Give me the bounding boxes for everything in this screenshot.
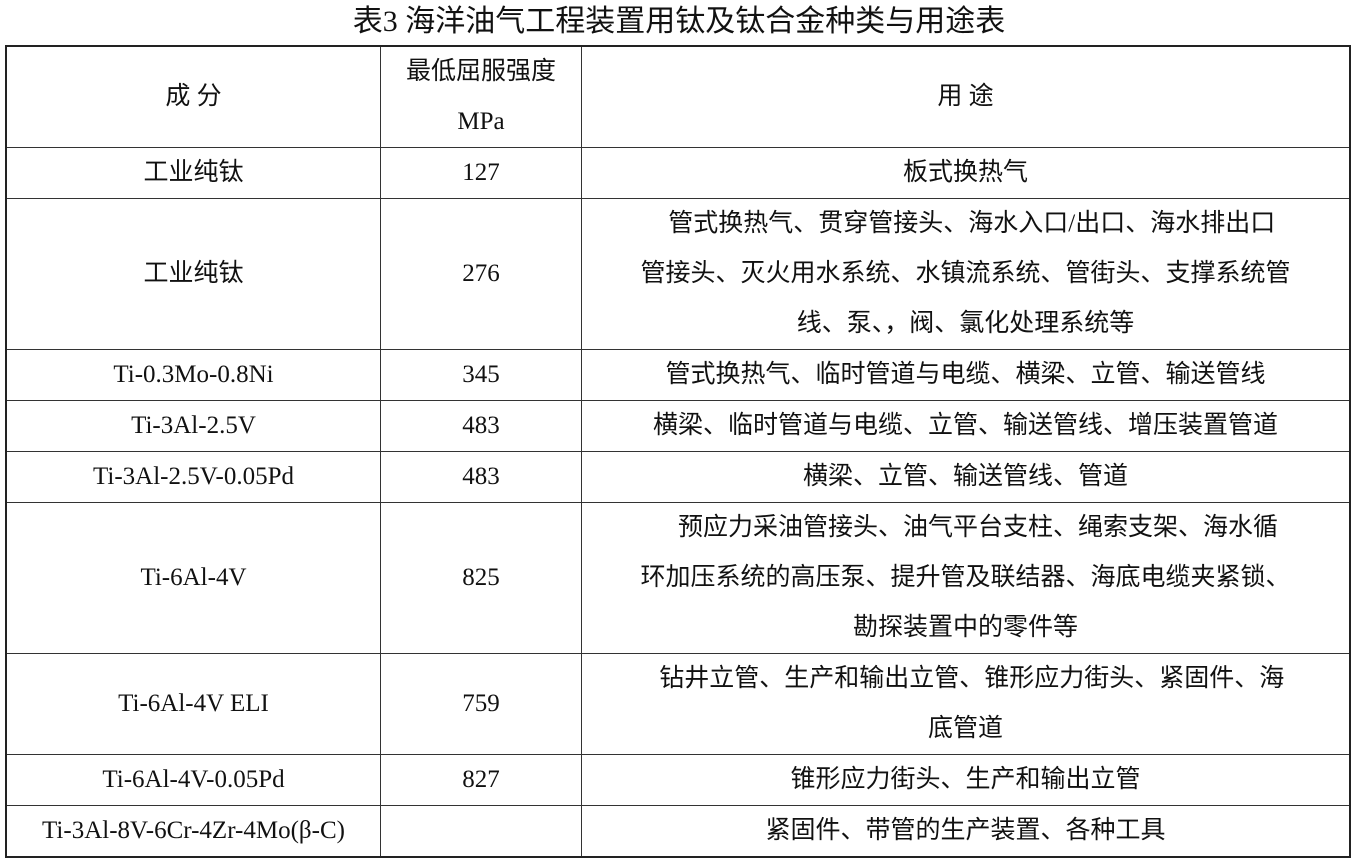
header-strength-unit: MPa (457, 108, 505, 135)
header-strength: 最低屈服强度 MPa (380, 45, 582, 148)
usage-cell: 预应力采油管接头、油气平台支柱、绳索支架、海水循 环加压系统的高压泵、提升管及联结… (581, 502, 1351, 654)
titanium-alloy-table: 成 分 最低屈服强度 MPa 用 途 工业纯钛 127 板式换热气 工业纯钛 276 管… (5, 45, 1351, 858)
table-title: 表3 海洋油气工程装置用钛及钛合金种类与用途表 (352, 5, 1006, 38)
composition-cell: Ti-6Al-4V (5, 502, 381, 654)
composition-cell: Ti-6Al-4V ELI (5, 653, 381, 755)
table-row: Ti-6Al-4V-0.05Pd 827 锥形应力街头、生产和输出立管 (5, 754, 1351, 806)
strength-cell: 825 (380, 502, 582, 654)
composition-cell: Ti-3Al-2.5V-0.05Pd (5, 451, 381, 503)
usage-cell: 紧固件、带管的生产装置、各种工具 (581, 805, 1351, 858)
strength-cell: 276 (380, 198, 582, 350)
usage-line: 横梁、立管、输送管线、管道 (802, 463, 1128, 490)
usage-cell: 管式换热气、临时管道与电缆、横梁、立管、输送管线 (581, 349, 1351, 401)
composition-cell: Ti-6Al-4V-0.05Pd (5, 754, 381, 806)
usage-cell: 横梁、临时管道与电缆、立管、输送管线、增压装置管道 (581, 400, 1351, 452)
table-row: Ti-3Al-2.5V 483 横梁、临时管道与电缆、立管、输送管线、增压装置管道 (5, 400, 1351, 452)
usage-line: 管式换热气、贯穿管接头、海水入口/出口、海水排出口 (655, 210, 1276, 237)
composition-cell: 工业纯钛 (5, 198, 381, 350)
usage-line: 板式换热气 (902, 159, 1028, 186)
usage-line: 横梁、临时管道与电缆、立管、输送管线、增压装置管道 (652, 412, 1278, 439)
table-row: Ti-6Al-4V ELI 759 钻井立管、生产和输出立管、锥形应力街头、紧固件… (5, 653, 1351, 755)
strength-cell (380, 805, 582, 858)
table-header-row: 成 分 最低屈服强度 MPa 用 途 (5, 45, 1351, 148)
usage-line: 预应力采油管接头、油气平台支柱、绳索支架、海水循 (652, 514, 1278, 541)
strength-cell: 127 (380, 147, 582, 199)
composition-cell: Ti-3Al-8V-6Cr-4Zr-4Mo(β-C) (5, 805, 381, 858)
table-row: Ti-3Al-2.5V-0.05Pd 483 横梁、立管、输送管线、管道 (5, 451, 1351, 503)
header-usage: 用 途 (581, 45, 1351, 148)
usage-cell: 钻井立管、生产和输出立管、锥形应力街头、紧固件、海 底管道 (581, 653, 1351, 755)
composition-cell: 工业纯钛 (5, 147, 381, 199)
strength-cell: 483 (380, 400, 582, 452)
usage-line: 钻井立管、生产和输出立管、锥形应力街头、紧固件、海 (646, 665, 1285, 692)
composition-cell: Ti-0.3Mo-0.8Ni (5, 349, 381, 401)
strength-cell: 827 (380, 754, 582, 806)
usage-line: 管接头、灭火用水系统、水镇流系统、管街头、支撑系统管 (640, 260, 1291, 287)
usage-cell: 锥形应力街头、生产和输出立管 (581, 754, 1351, 806)
composition-cell: Ti-3Al-2.5V (5, 400, 381, 452)
usage-line: 勘探装置中的零件等 (852, 614, 1078, 641)
usage-line: 环加压系统的高压泵、提升管及联结器、海底电缆夹紧锁、 (640, 564, 1291, 591)
usage-cell: 管式换热气、贯穿管接头、海水入口/出口、海水排出口 管接头、灭火用水系统、水镇流系… (581, 198, 1351, 350)
header-composition: 成 分 (5, 45, 381, 148)
table-row: 工业纯钛 276 管式换热气、贯穿管接头、海水入口/出口、海水排出口 管接头、灭火用… (5, 198, 1351, 350)
usage-line: 锥形应力街头、生产和输出立管 (790, 766, 1141, 793)
usage-line: 底管道 (927, 715, 1003, 742)
usage-line: 管式换热气、临时管道与电缆、横梁、立管、输送管线 (665, 361, 1266, 388)
usage-cell: 板式换热气 (581, 147, 1351, 199)
table-row: Ti-3Al-8V-6Cr-4Zr-4Mo(β-C) 紧固件、带管的生产装置、各种… (5, 805, 1351, 858)
table-row: 工业纯钛 127 板式换热气 (5, 147, 1351, 199)
usage-line: 线、泵、，阀、氯化处理系统等 (796, 310, 1135, 337)
table-row: Ti-0.3Mo-0.8Ni 345 管式换热气、临时管道与电缆、横梁、立管、输送管… (5, 349, 1351, 401)
strength-cell: 759 (380, 653, 582, 755)
table-row: Ti-6Al-4V 825 预应力采油管接头、油气平台支柱、绳索支架、海水循 环加压… (5, 502, 1351, 654)
header-strength-label: 最低屈服强度 (405, 58, 556, 85)
usage-cell: 横梁、立管、输送管线、管道 (581, 451, 1351, 503)
usage-line: 紧固件、带管的生产装置、各种工具 (765, 817, 1166, 844)
strength-cell: 483 (380, 451, 582, 503)
strength-cell: 345 (380, 349, 582, 401)
